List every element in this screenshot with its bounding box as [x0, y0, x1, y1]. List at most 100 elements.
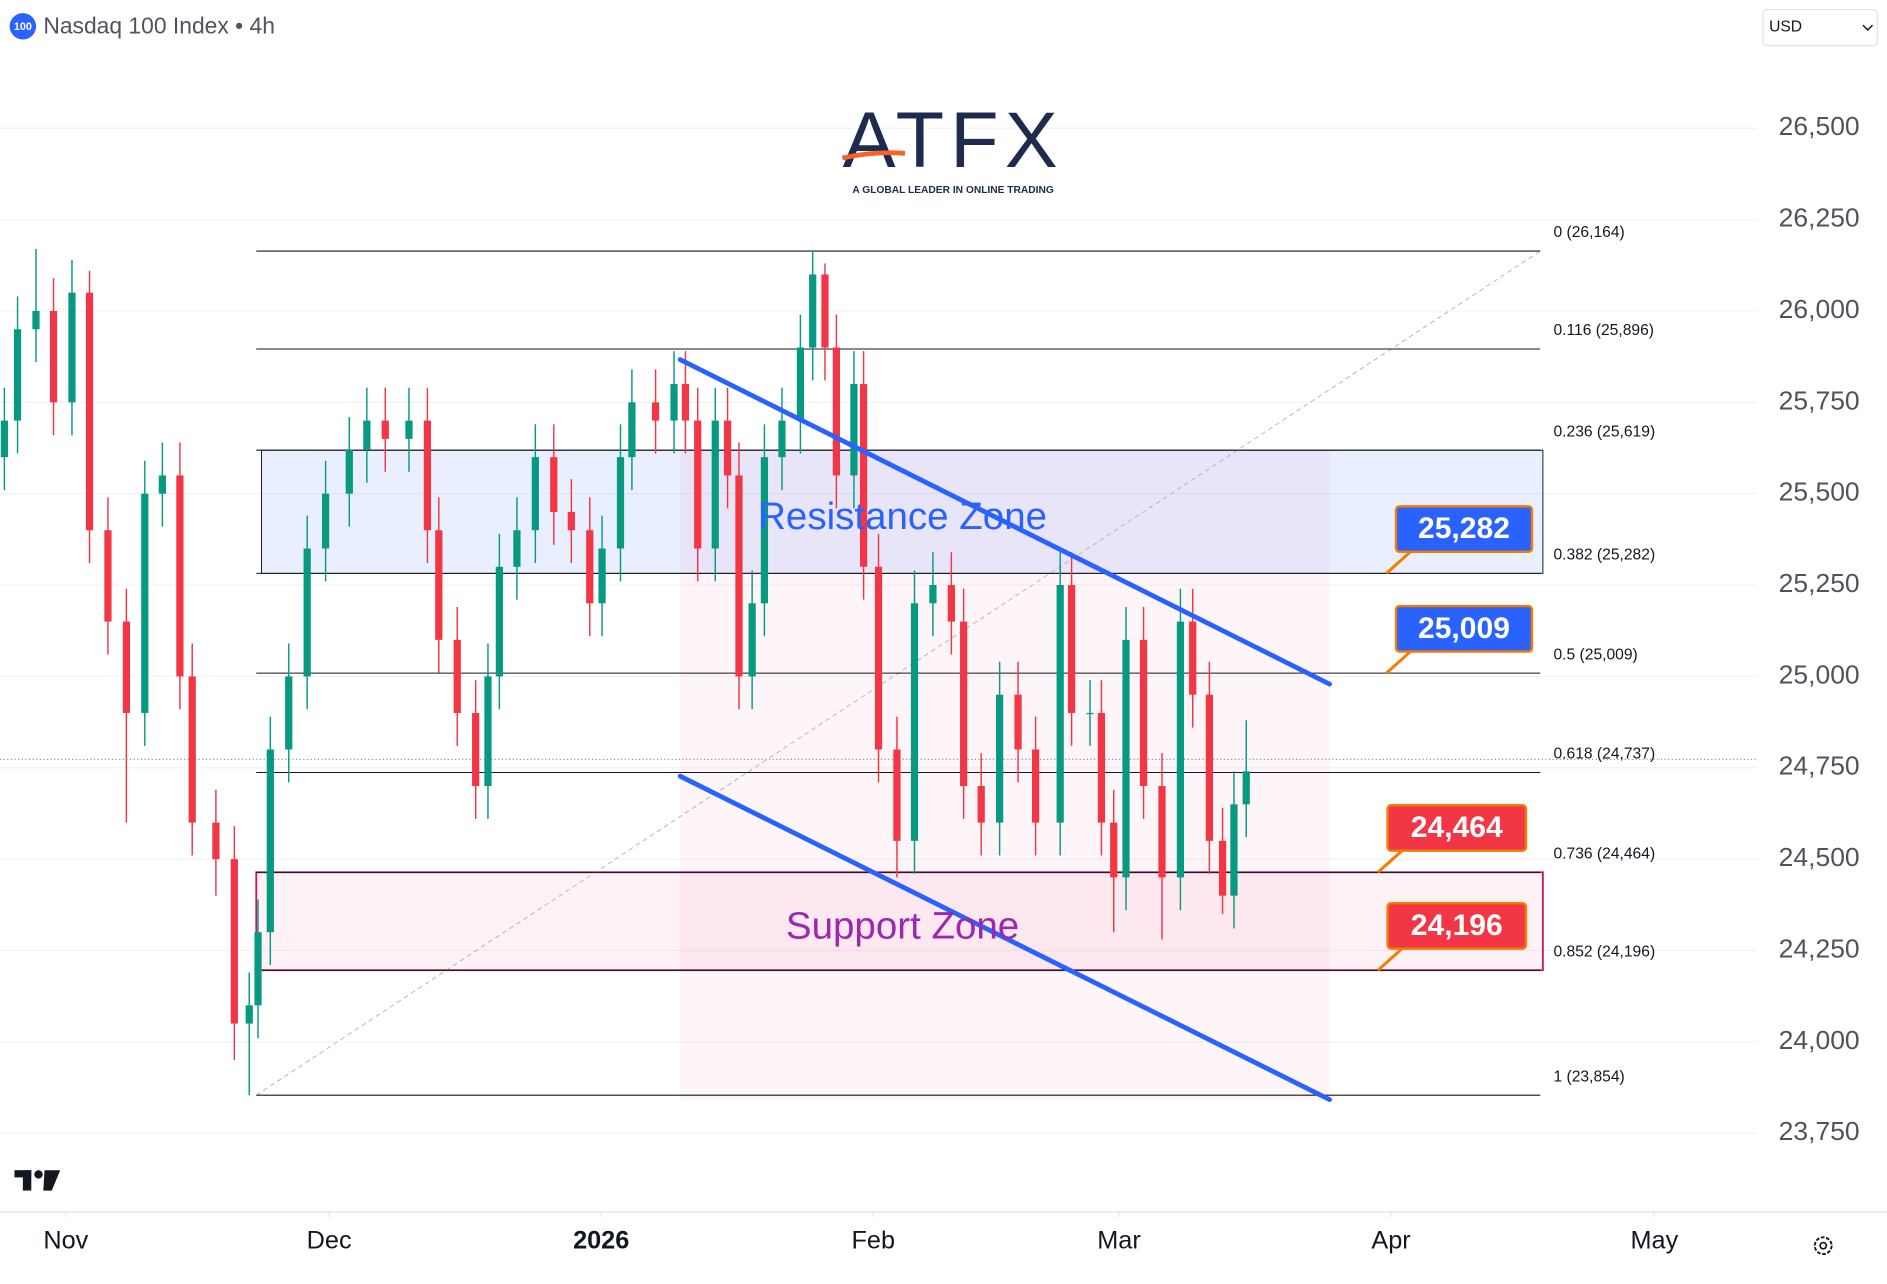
settings-gear[interactable]: [1813, 1236, 1833, 1256]
y-tick-label: 24,250: [1779, 933, 1860, 963]
chart-title: Nasdaq 100 Index • 4h: [43, 13, 275, 39]
candle-body: [1205, 694, 1213, 841]
candle-body: [122, 621, 130, 713]
price-callout: [1386, 901, 1528, 950]
price-callout-label: 24,464: [1411, 811, 1503, 844]
candle-body: [1086, 712, 1094, 715]
candle-body: [893, 749, 901, 841]
price-callout-label: 25,282: [1418, 512, 1510, 545]
callout-pointer: [1376, 849, 1404, 874]
axes-layer: 23,750 24,000 24,250 24,500 24,750 25,000 25,2…: [0, 111, 1887, 1255]
candle-body: [85, 292, 94, 531]
x-tick-label: Feb: [851, 1227, 895, 1255]
candle-body: [472, 712, 480, 787]
candle-body: [809, 274, 817, 348]
candle-body: [1056, 585, 1064, 823]
grid-layer: [0, 127, 1758, 1134]
candle-body: [212, 822, 220, 860]
candle-body: [910, 603, 919, 841]
candle-body: [748, 603, 756, 677]
x-tick-label: Dec: [307, 1227, 352, 1255]
candle-body: [495, 566, 503, 677]
candle-body: [1032, 749, 1040, 823]
price-callout-label: 24,196: [1411, 909, 1503, 942]
candle-body: [381, 420, 389, 439]
candle-body: [188, 676, 196, 823]
fib-level-label: 0.236 (25,619): [1553, 423, 1655, 440]
tv-logo-part: [43, 1170, 61, 1191]
candle-body: [616, 457, 625, 549]
candle-body: [1230, 804, 1238, 896]
y-tick-label: 26,000: [1779, 294, 1860, 324]
y-tick-label: 25,250: [1779, 568, 1860, 598]
candle-body: [821, 274, 829, 348]
candle-body: [230, 859, 238, 1024]
y-tick-label: 26,250: [1779, 203, 1860, 233]
candle-body: [158, 475, 166, 494]
candle-body: [1242, 771, 1250, 805]
tv-logo-part: [22, 1170, 32, 1191]
callout-pointer: [1376, 947, 1404, 972]
candle-body: [13, 329, 22, 421]
y-tick-label: 24,000: [1779, 1025, 1860, 1055]
candle-body: [628, 402, 636, 458]
candle-body: [929, 585, 937, 604]
candle-body: [960, 621, 968, 787]
settings-gear-center[interactable]: [1819, 1241, 1828, 1250]
settings-icon[interactable]: [1813, 1236, 1833, 1256]
candle-body: [778, 420, 786, 458]
candle-body: [484, 676, 492, 787]
candle-body: [1189, 621, 1197, 695]
logo-brand: ATFX: [843, 95, 1064, 184]
candle-body: [796, 347, 805, 421]
candle-body: [423, 420, 432, 531]
currency-label[interactable]: USD: [1769, 19, 1802, 36]
candle-body: [68, 292, 76, 403]
channel-shade: [680, 450, 1330, 1100]
x-tick-label: 2026: [573, 1227, 629, 1255]
symbol-icon: 100: [14, 21, 32, 33]
candle-body: [453, 639, 461, 713]
tv-logo-part: [34, 1170, 43, 1179]
candle-body: [760, 457, 769, 604]
zone-label: Support Zone: [786, 905, 1019, 948]
candle-body: [1097, 712, 1106, 823]
candle-body: [285, 676, 293, 750]
candle-body: [513, 530, 521, 567]
zones-layer: [255, 449, 1544, 1100]
candle-body: [651, 402, 660, 421]
fib-level-label: 0.382 (25,282): [1553, 547, 1655, 564]
fib-layer: [256, 250, 1541, 1096]
candle-body: [435, 530, 443, 640]
y-tick-label: 25,500: [1779, 477, 1860, 507]
candle-body: [141, 493, 149, 713]
logo-swoosh: [841, 150, 906, 161]
candle-body: [681, 384, 690, 421]
candle-body: [0, 420, 8, 458]
symbol-icon-bg: [9, 13, 37, 40]
candle-body: [1110, 822, 1118, 878]
x-tick-label: Apr: [1371, 1227, 1410, 1255]
candle-body: [303, 548, 311, 677]
y-tick-label: 23,750: [1779, 1116, 1860, 1146]
candle-body: [254, 932, 262, 1006]
candle-body: [531, 457, 539, 531]
channel-line: [677, 357, 1333, 687]
candle-body: [996, 694, 1004, 823]
y-tick-label: 24,500: [1779, 842, 1860, 872]
candle-body: [850, 384, 858, 476]
currency-selector[interactable]: [1762, 8, 1878, 47]
fib-level-label: 1 (23,854): [1553, 1068, 1624, 1085]
candle-body: [711, 420, 719, 549]
currency-caret[interactable]: [1862, 24, 1874, 31]
candle-body: [874, 566, 883, 750]
price-callout: [1394, 505, 1534, 553]
candle-body: [694, 420, 702, 549]
y-tick-label: 25,000: [1779, 659, 1860, 689]
candle-body: [977, 786, 985, 823]
callout-pointer: [1385, 550, 1412, 575]
x-tick-label: Nov: [43, 1227, 88, 1255]
header: 100 Nasdaq 100 Index • 4h USD: [9, 8, 1878, 47]
fib-level-label: 0.736 (24,464): [1553, 845, 1655, 862]
